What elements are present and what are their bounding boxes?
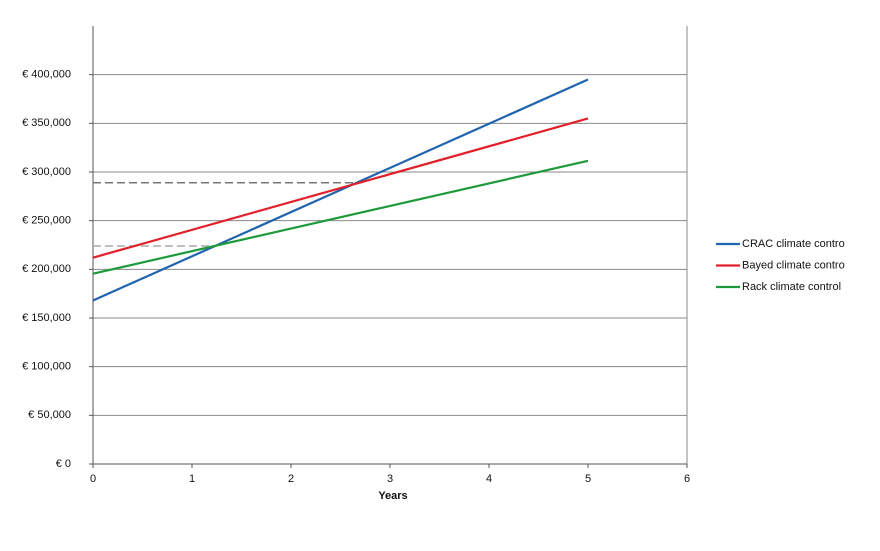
y-tick-label: € 250,000 <box>22 215 71 227</box>
x-tick-label: 1 <box>189 473 195 485</box>
legend-label: CRAC climate contro <box>742 238 845 250</box>
x-tick-label: 0 <box>90 473 96 485</box>
x-tick-label: 4 <box>486 473 492 485</box>
y-tick-label: € 350,000 <box>22 117 71 129</box>
x-tick-label: 3 <box>387 473 393 485</box>
series-line <box>92 78 589 302</box>
y-tick-label: € 100,000 <box>22 361 71 373</box>
y-tick-label: € 300,000 <box>22 166 71 178</box>
legend-label: Bayed climate contro <box>742 259 845 271</box>
x-tick-label: 2 <box>288 473 294 485</box>
series-line <box>92 117 589 259</box>
x-axis-label: Years <box>378 490 407 502</box>
x-tick-label: 5 <box>585 473 591 485</box>
y-tick-label: € 400,000 <box>22 69 71 81</box>
y-tick-label: € 50,000 <box>28 409 71 421</box>
y-tick-label: € 0 <box>56 458 71 470</box>
series-line <box>92 159 589 275</box>
y-tick-label: € 150,000 <box>22 312 71 324</box>
y-tick-label: € 200,000 <box>22 263 71 275</box>
legend-label: Rack climate control <box>742 281 841 293</box>
x-tick-label: 6 <box>684 473 690 485</box>
